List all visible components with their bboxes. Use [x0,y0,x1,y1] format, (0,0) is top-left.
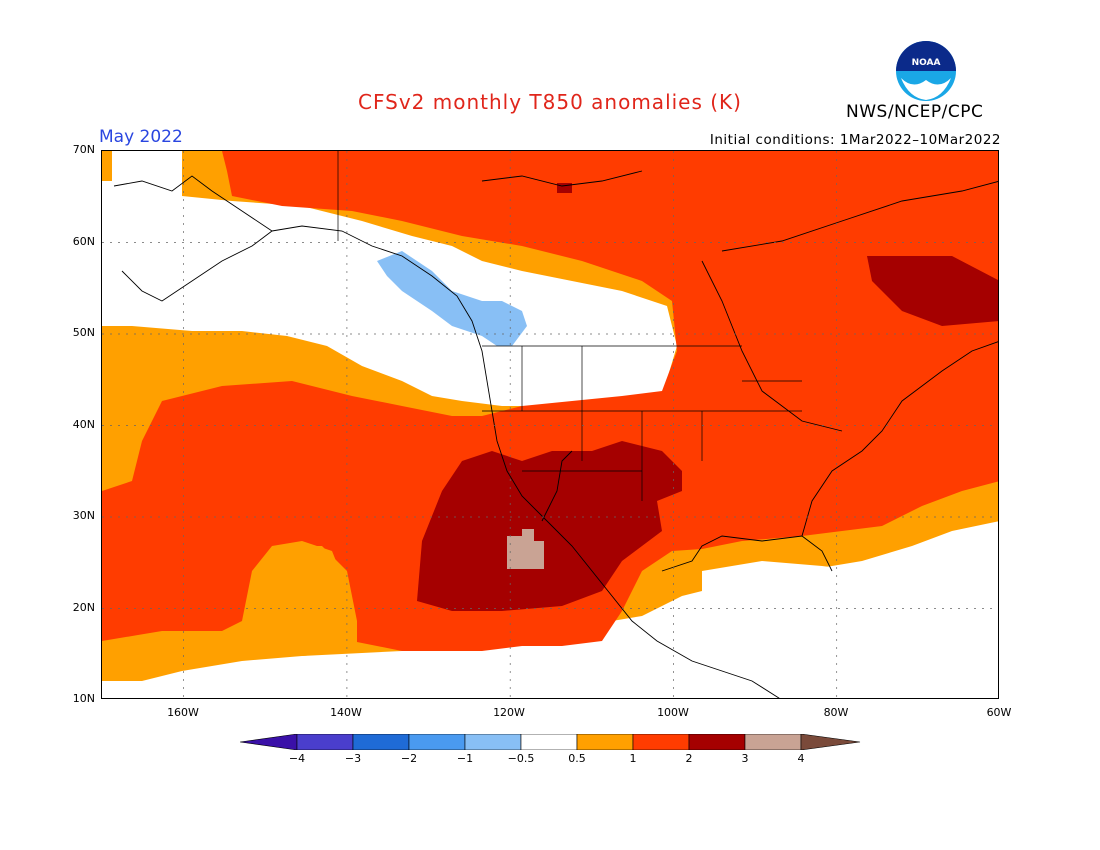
colorbar-segment [464,733,522,751]
colorbar-segment [520,733,578,751]
coastlines [113,170,998,698]
map-title: CFSv2 monthly T850 anomalies (K) [358,90,742,114]
anomaly-region-red [102,151,998,651]
colorbar-label: −2 [400,752,418,765]
colorbar-segment [296,733,354,751]
colorbar [239,733,862,754]
lat-label-20n: 20N [72,601,95,614]
colorbar-segment-max [800,733,861,751]
anomaly-region-white-south [102,521,998,698]
colorbar-segment [576,733,634,751]
lon-label-160w: 160W [167,706,199,719]
lat-label-50n: 50N [72,326,95,339]
lat-label-70n: 70N [72,143,95,156]
initial-conditions: Initial conditions: 1Mar2022–10Mar2022 [709,132,1001,148]
colorbar-label: −1 [456,752,474,765]
colorbar-segment [408,733,466,751]
colorbar-label: 2 [685,752,693,765]
anomaly-region-lightblue [377,251,527,346]
colorbar-label: −4 [288,752,306,765]
lat-label-40n: 40N [72,418,95,431]
anomaly-region-orange-pacific [262,546,357,656]
colorbar-segment [744,733,802,751]
lat-label-10n: 10N [72,692,95,705]
noaa-logo: NOAA [895,40,957,106]
anomaly-region-darkred-northeast [867,256,998,326]
agency-label: NWS/NCEP/CPC [846,102,984,122]
anomaly-region-darkred-small [557,183,572,193]
colorbar-label: 1 [629,752,637,765]
lon-label-140w: 140W [330,706,362,719]
anomaly-map [101,150,999,699]
colorbar-label: 3 [741,752,749,765]
lat-label-60n: 60N [72,235,95,248]
lat-label-30n: 30N [72,509,95,522]
valid-month: May 2022 [99,127,183,147]
anomaly-region-darkred-southwest [417,441,682,611]
borders [337,151,802,501]
colorbar-label: −3 [344,752,362,765]
lon-label-120w: 120W [493,706,525,719]
lon-label-60w: 60W [986,706,1012,719]
colorbar-label: −0.5 [507,752,535,765]
colorbar-segment [688,733,746,751]
colorbar-segment [352,733,410,751]
colorbar-label: 0.5 [568,752,586,765]
colorbar-label: 4 [797,752,805,765]
anomaly-region-white-gulf [702,561,862,601]
lon-label-100w: 100W [657,706,689,719]
colorbar-segment [632,733,690,751]
lon-label-80w: 80W [823,706,849,719]
anomaly-region-brown [507,529,544,569]
noaa-logo-text: NOAA [912,58,941,68]
grid [102,151,998,698]
colorbar-segment-min [239,733,298,751]
